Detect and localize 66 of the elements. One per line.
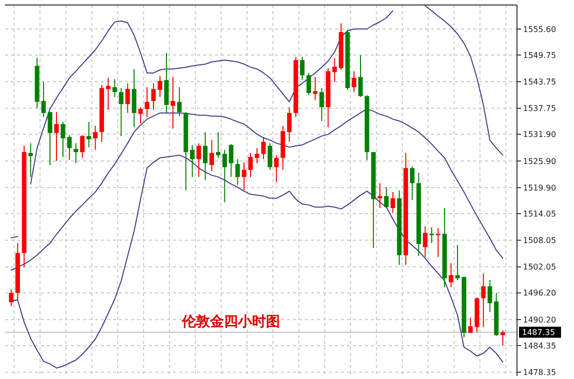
candlestick xyxy=(422,226,428,258)
candlestick xyxy=(390,192,396,214)
candlestick xyxy=(268,142,272,170)
annotation: 伦敦金四小时图 xyxy=(181,313,280,330)
y-tick-label: 1543.75 xyxy=(523,77,556,86)
y-tick-label: 1525.90 xyxy=(523,156,556,166)
candlestick xyxy=(222,149,227,203)
candlestick xyxy=(448,262,454,288)
candlestick xyxy=(54,112,59,162)
candlestick xyxy=(235,158,240,186)
candlestick xyxy=(190,144,195,178)
candlestick xyxy=(332,57,337,82)
candlestick xyxy=(60,121,66,158)
candlestick xyxy=(410,166,415,201)
candlestick xyxy=(287,106,292,142)
candlestick xyxy=(274,154,279,183)
candlestick xyxy=(196,142,202,178)
candlestick xyxy=(48,112,52,166)
y-tick-label: 1531.90 xyxy=(523,130,556,140)
candlestick xyxy=(378,182,382,209)
candlestick xyxy=(118,88,124,137)
candlestick xyxy=(202,132,208,181)
candlestick xyxy=(352,70,356,93)
candlestick xyxy=(125,82,130,114)
y-tick-label: 1514.05 xyxy=(523,209,556,218)
candlestick xyxy=(170,76,176,130)
candlestick xyxy=(28,142,33,178)
y-tick-label: 1555.60 xyxy=(523,24,556,34)
candlestick xyxy=(306,72,312,96)
candlestick xyxy=(481,272,486,328)
candlestick xyxy=(177,86,182,117)
candlestick xyxy=(261,136,266,160)
y-tick-label: 1484.35 xyxy=(523,341,556,350)
candlestick xyxy=(67,134,72,161)
y-tick-label: 1496.20 xyxy=(523,288,556,298)
candlestick xyxy=(80,134,85,158)
candlestick xyxy=(468,316,473,334)
candlestick xyxy=(8,288,14,307)
candlestick xyxy=(384,186,389,209)
candlestick xyxy=(138,106,143,124)
candlestick xyxy=(242,162,246,191)
candlestick xyxy=(358,54,363,98)
candlestick xyxy=(112,78,117,98)
candlestick xyxy=(500,330,506,346)
y-tick-label: 1478.35 xyxy=(523,368,556,378)
y-tick-label: 1508.05 xyxy=(523,236,556,246)
candlestick xyxy=(312,76,318,101)
candlestick xyxy=(216,132,220,158)
y-tick-label: 1490.20 xyxy=(523,315,556,324)
candlestick xyxy=(300,56,305,81)
candlestick xyxy=(132,68,136,128)
candlestick xyxy=(488,280,492,313)
y-tick-label: 1549.75 xyxy=(523,50,556,60)
candlestick xyxy=(144,86,150,118)
candlestick xyxy=(41,81,46,118)
candlestick xyxy=(74,142,78,164)
candlestick xyxy=(93,125,98,150)
y-tick-label: 1519.90 xyxy=(523,183,556,192)
candlestick xyxy=(209,140,214,172)
ref-line-label: 1487.35 xyxy=(522,328,556,338)
candlestick xyxy=(228,144,234,178)
candlestick xyxy=(86,121,92,148)
y-tick-label: 1502.05 xyxy=(523,262,556,272)
y-tick-label: 1537.75 xyxy=(523,104,556,114)
candlestick xyxy=(106,77,110,110)
candlestick xyxy=(319,88,324,122)
